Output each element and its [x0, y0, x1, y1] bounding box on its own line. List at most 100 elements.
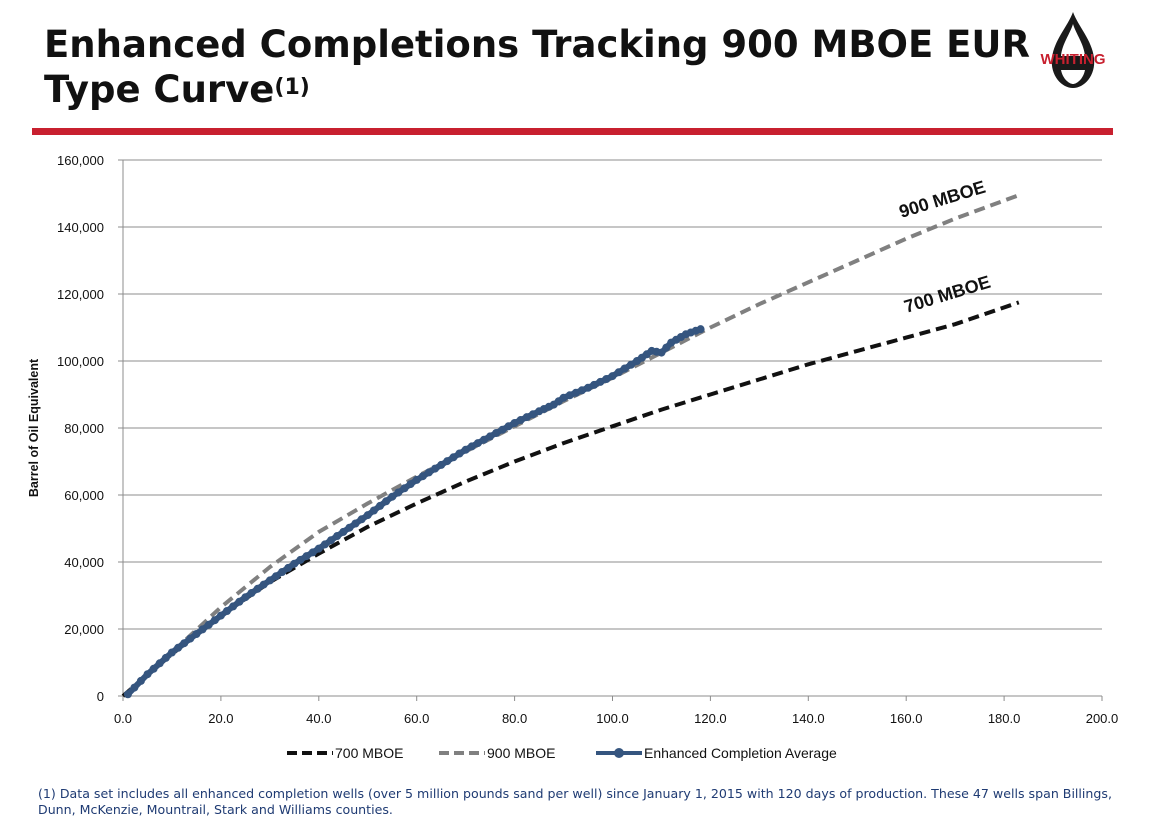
series-point: [461, 445, 470, 454]
series-point: [253, 584, 262, 593]
x-tick-label: 160.0: [890, 711, 923, 726]
series-point: [272, 572, 280, 581]
series-point: [192, 630, 201, 638]
series-point: [522, 413, 531, 422]
series-point: [657, 348, 666, 357]
series-point: [467, 442, 476, 451]
y-tick-label: 0: [97, 689, 104, 704]
series-point: [265, 576, 274, 585]
series-point: [235, 597, 244, 606]
series-point: [590, 380, 599, 389]
series-point: [247, 589, 256, 597]
grid-lines: [123, 159, 1102, 630]
series-point: [602, 375, 611, 383]
series-point: [136, 676, 145, 685]
y-tick-label: 40,000: [64, 555, 104, 570]
series-point: [296, 555, 305, 564]
series-point: [498, 425, 507, 434]
series-point: [143, 670, 152, 679]
series-point: [320, 540, 329, 549]
title-line-2: Type Curve: [44, 68, 275, 111]
series-point: [241, 593, 250, 602]
series-point: [662, 343, 671, 352]
series-point: [174, 643, 183, 652]
legend-label-enhanced-completion-average: Enhanced Completion Average: [644, 745, 837, 761]
series-point: [123, 690, 132, 699]
series-point: [620, 364, 629, 373]
series-point: [369, 506, 378, 515]
y-tick-label: 140,000: [57, 220, 104, 235]
x-tick-label: 140.0: [792, 711, 825, 726]
series-point: [198, 625, 207, 634]
title-line-1: Enhanced Completions Tracking 900 MBOE E…: [44, 23, 1030, 66]
legend-marker: [614, 748, 624, 758]
title-footnote-ref: (1): [274, 75, 310, 100]
series-point: [345, 523, 354, 532]
series-point: [223, 607, 231, 615]
series-point: [424, 468, 433, 477]
series-point: [351, 519, 360, 528]
series-point: [571, 388, 580, 397]
series-point: [449, 453, 458, 462]
y-tick-label: 120,000: [57, 287, 104, 302]
series-point: [394, 488, 403, 497]
series-point: [216, 611, 225, 620]
page-title: Enhanced Completions Tracking 900 MBOE E…: [44, 22, 1044, 112]
whiting-logo: WHITING: [1030, 10, 1116, 90]
logo-text: WHITING: [1040, 51, 1106, 68]
series-point: [314, 544, 323, 553]
legend: 700 MBOE 900 MBOE Enhanced Completion Aver…: [287, 745, 837, 761]
series-point: [486, 432, 495, 441]
series-point: [327, 536, 335, 545]
curve-annotations: 900 MBOE 700 MBOE: [897, 177, 993, 317]
series-point: [333, 532, 342, 540]
series-point: [155, 659, 164, 668]
x-tick-labels: 0.0 20.0 40.0 60.0 80.0 100.0 120.0 140.0 160.0 1…: [114, 711, 1118, 726]
y-tick-label: 20,000: [64, 622, 104, 637]
footnote: (1) Data set includes all enhanced compl…: [38, 786, 1112, 817]
x-tick-label: 100.0: [596, 711, 629, 726]
y-tick-labels: 0 20,000 40,000 60,000 80,000 100,000 120,000 1…: [57, 153, 104, 704]
chart-axes: [118, 159, 1103, 701]
series-point: [357, 515, 366, 524]
y-axis-label: Barrel of Oil Equivalent: [27, 358, 41, 497]
series-point: [455, 449, 464, 458]
x-tick-label: 180.0: [988, 711, 1021, 726]
series-point: [130, 683, 139, 692]
series-point: [565, 391, 574, 400]
series-point: [608, 372, 617, 381]
series-point: [284, 563, 293, 572]
series-point: [406, 480, 415, 489]
series-point: [229, 602, 238, 611]
annotation-900-mboe: 900 MBOE: [897, 177, 988, 222]
series-point: [278, 568, 287, 576]
series-point: [149, 664, 158, 673]
x-tick-label: 80.0: [502, 711, 527, 726]
series-point: [418, 472, 427, 481]
series-line-700-mboe: [121, 300, 1020, 698]
series-point: [180, 639, 189, 648]
y-tick-label: 100,000: [57, 354, 104, 369]
data-series: [121, 193, 1020, 699]
series-point: [186, 634, 195, 643]
series-point: [559, 393, 568, 402]
series-point: [596, 377, 605, 386]
series-line-900-mboe: [121, 193, 1020, 698]
series-point: [376, 501, 384, 510]
series-point: [210, 616, 219, 625]
series-point: [382, 497, 391, 506]
series-point: [339, 527, 348, 536]
series-point: [363, 511, 372, 520]
series-point: [167, 648, 176, 657]
series-point: [290, 559, 299, 568]
eur-type-curve-chart: 0 20,000 40,000 60,000 80,000 100,000 120,000 1…: [27, 153, 1118, 761]
series-point: [480, 435, 488, 444]
series-point: [626, 360, 635, 369]
series-point: [431, 464, 440, 473]
series-point: [473, 439, 482, 448]
series-point: [577, 386, 586, 395]
series-point: [443, 457, 452, 466]
series-point: [400, 484, 409, 493]
series-point: [302, 552, 311, 561]
legend-label-700-mboe: 700 MBOE: [335, 745, 403, 761]
